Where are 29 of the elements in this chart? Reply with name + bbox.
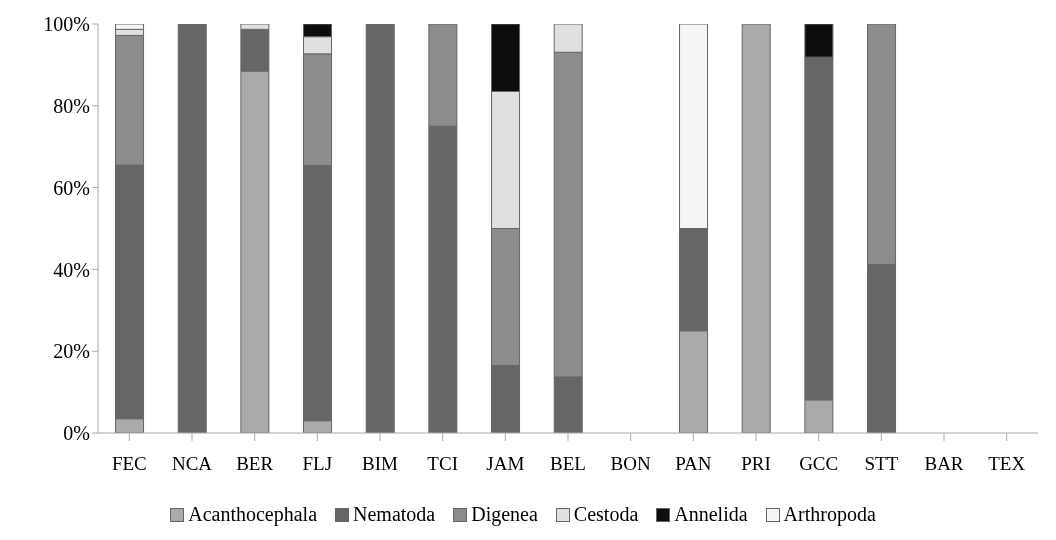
x-tick-label: BAR: [924, 453, 964, 475]
y-tick-label: 40%: [53, 258, 90, 281]
x-tick-label: PRI: [741, 453, 771, 475]
x-tick-label: STT: [864, 453, 899, 475]
x-tick-label: TEX: [988, 453, 1026, 475]
y-tick-label: 100%: [43, 13, 90, 36]
legend-label: Annelida: [674, 503, 748, 526]
bar: [177, 24, 207, 433]
x-tick-label: BER: [236, 453, 274, 475]
x-tick-label: JAM: [486, 453, 525, 475]
legend-label: Digenea: [471, 503, 538, 526]
legend-label: Cestoda: [573, 503, 639, 526]
x-tick-label: PAN: [675, 453, 712, 475]
x-tick-label: BEL: [550, 453, 586, 475]
x-tick-label: BON: [610, 453, 651, 475]
x-tick-label: TCI: [427, 453, 458, 475]
bar: [365, 24, 395, 433]
legend-label: Acanthocephala: [188, 503, 318, 526]
legend-label: Arthropoda: [783, 503, 876, 526]
y-tick-label: 60%: [53, 176, 90, 199]
x-tick-label: NCA: [171, 453, 213, 475]
y-tick-label: 80%: [53, 94, 90, 117]
x-tick-label: BIM: [362, 453, 399, 475]
y-tick-label: 0%: [63, 422, 90, 445]
y-tick-label: 20%: [53, 340, 90, 363]
x-tick-label: FEC: [111, 453, 147, 475]
x-tick-label: FLJ: [302, 453, 333, 475]
x-tick-label: GCC: [799, 453, 839, 475]
legend-label: Nematoda: [353, 503, 436, 526]
